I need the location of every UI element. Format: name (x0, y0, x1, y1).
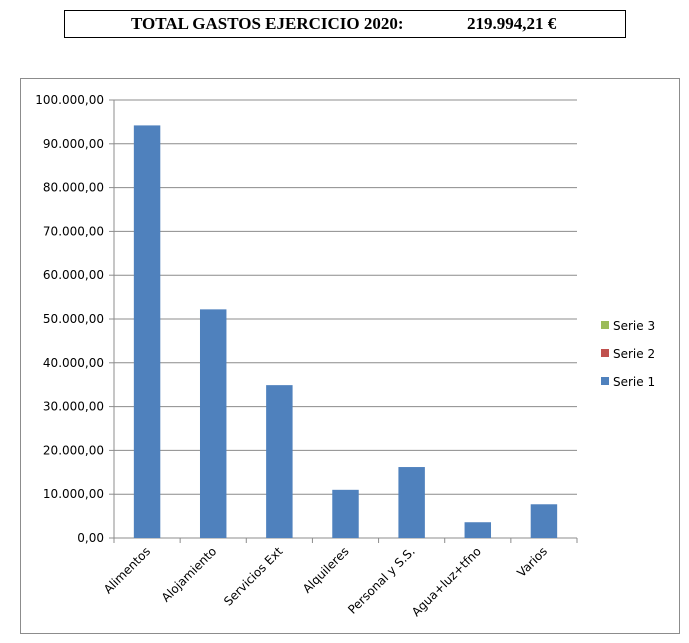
bar-3 (266, 385, 293, 538)
page-title-box: TOTAL GASTOS EJERCICIO 2020: 219.994,21 … (64, 10, 626, 38)
legend-entry: Serie 3 (613, 319, 655, 333)
legend-swatch (601, 349, 609, 357)
y-tick-label: 90.000,00 (43, 137, 104, 151)
x-tick-label: Varios (514, 544, 550, 580)
y-tick-label: 100.000,00 (35, 93, 104, 107)
y-tick-label: 50.000,00 (43, 312, 104, 326)
y-tick-label: 80.000,00 (43, 181, 104, 195)
y-tick-label: 60.000,00 (43, 268, 104, 282)
legend-entry: Serie 2 (613, 347, 655, 361)
x-tick-label: Servicios Ext (221, 544, 286, 609)
total-expenses-label: TOTAL GASTOS EJERCICIO 2020: (131, 14, 404, 33)
x-tick-label: Personal y S.S. (345, 544, 418, 617)
y-tick-label: 40.000,00 (43, 356, 104, 370)
x-tick-label: Alquileres (300, 544, 352, 596)
y-tick-label: 30.000,00 (43, 400, 104, 414)
y-tick-label: 70.000,00 (43, 224, 104, 238)
x-tick-label: Alimentos (101, 544, 153, 596)
legend-swatch (601, 377, 609, 385)
x-tick-label: Agua+luz+tfno (409, 544, 484, 619)
y-tick-label: 10.000,00 (43, 487, 104, 501)
bar-7 (530, 504, 558, 538)
bar-4 (332, 489, 359, 538)
y-tick-label: 0,00 (77, 531, 104, 545)
bar-6 (464, 522, 492, 538)
legend-swatch (601, 321, 609, 329)
legend-entry: Serie 1 (613, 375, 655, 389)
y-tick-label: 20.000,00 (43, 443, 104, 457)
x-tick-label: Alojamiento (159, 544, 220, 605)
chart-frame: 0,00 10.000,00 20.000,00 30.000,00 40.000,00… (20, 78, 680, 634)
total-expenses-value: 219.994,21 € (467, 14, 557, 33)
bar-1 (133, 125, 161, 539)
bar-chart: 0,00 10.000,00 20.000,00 30.000,00 40.000,00… (35, 93, 655, 619)
bar-2 (199, 309, 227, 538)
bar-5 (398, 467, 425, 538)
